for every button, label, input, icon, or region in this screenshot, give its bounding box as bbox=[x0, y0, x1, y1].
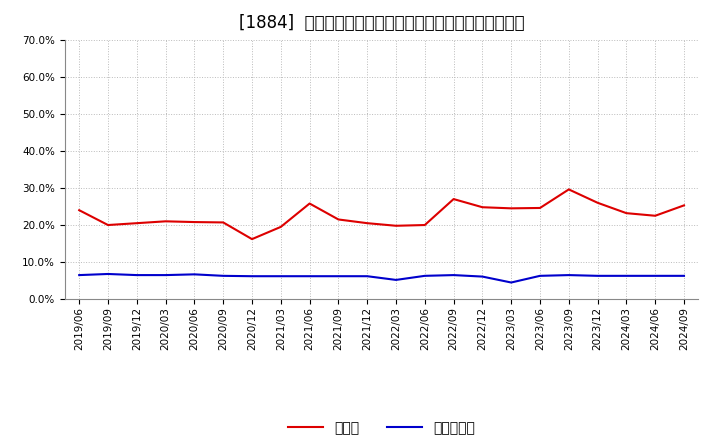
現頃金 bbox=[75, 208, 84, 213]
現頃金 bbox=[276, 224, 285, 230]
有利子負債 bbox=[276, 274, 285, 279]
有利子負債 bbox=[622, 273, 631, 279]
Line: 現頃金: 現頃金 bbox=[79, 190, 684, 239]
有利子負債 bbox=[104, 271, 112, 277]
現頃金 bbox=[334, 217, 343, 222]
有利子負債 bbox=[478, 274, 487, 279]
有利子負債 bbox=[507, 280, 516, 285]
有利子負債 bbox=[564, 272, 573, 278]
Line: 有利子負債: 有利子負債 bbox=[79, 274, 684, 282]
現頃金 bbox=[622, 210, 631, 216]
有利子負債 bbox=[219, 273, 228, 279]
現頃金 bbox=[161, 219, 170, 224]
有利子負債 bbox=[334, 274, 343, 279]
有利子負債 bbox=[420, 273, 429, 279]
有利子負債 bbox=[363, 274, 372, 279]
現頃金 bbox=[593, 200, 602, 205]
現頃金 bbox=[132, 220, 141, 226]
現頃金 bbox=[420, 222, 429, 227]
有利子負債 bbox=[449, 272, 458, 278]
現頃金 bbox=[248, 236, 256, 242]
有利子負債 bbox=[161, 272, 170, 278]
有利子負債 bbox=[651, 273, 660, 279]
現頃金 bbox=[507, 205, 516, 211]
有利子負債 bbox=[190, 272, 199, 277]
有利子負債 bbox=[536, 273, 544, 279]
有利子負債 bbox=[132, 272, 141, 278]
現頃金 bbox=[190, 220, 199, 225]
有利子負債 bbox=[75, 272, 84, 278]
現頃金 bbox=[651, 213, 660, 218]
有利子負債 bbox=[593, 273, 602, 279]
有利子負債 bbox=[248, 274, 256, 279]
現頃金 bbox=[478, 205, 487, 210]
有利子負債 bbox=[305, 274, 314, 279]
現頃金 bbox=[219, 220, 228, 225]
有利子負債 bbox=[680, 273, 688, 279]
現頃金 bbox=[392, 223, 400, 228]
現頃金 bbox=[449, 196, 458, 202]
Legend: 現頃金, 有利子負債: 現頃金, 有利子負債 bbox=[283, 415, 480, 440]
現頃金 bbox=[564, 187, 573, 192]
現頃金 bbox=[104, 222, 112, 227]
現頃金 bbox=[305, 201, 314, 206]
有利子負債 bbox=[392, 277, 400, 282]
現頃金 bbox=[536, 205, 544, 211]
現頃金 bbox=[680, 203, 688, 208]
Title: [1884]  現頃金、有利子負債の総資産に対する比率の推移: [1884] 現頃金、有利子負債の総資産に対する比率の推移 bbox=[239, 15, 524, 33]
現頃金 bbox=[363, 220, 372, 226]
